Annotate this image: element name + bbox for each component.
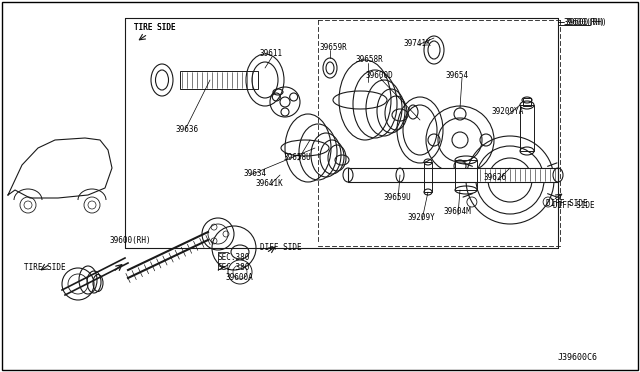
Bar (424, 162, 432, 192)
Text: 39611: 39611 (260, 49, 283, 58)
Bar (520, 105, 534, 151)
Text: TIRE SIDE: TIRE SIDE (134, 23, 175, 32)
Text: 39600A: 39600A (225, 273, 253, 282)
Text: SEC.380: SEC.380 (218, 253, 250, 263)
Text: 39634: 39634 (243, 170, 266, 179)
Text: 39658U: 39658U (283, 153, 311, 161)
Bar (348, 168, 558, 182)
Bar (180, 71, 258, 89)
Text: J39600C6: J39600C6 (558, 353, 598, 362)
Text: DIFF SIDE: DIFF SIDE (553, 201, 595, 209)
Text: 39641K: 39641K (255, 179, 283, 187)
Text: 39654: 39654 (445, 71, 468, 80)
Text: 39600(RH): 39600(RH) (565, 17, 607, 26)
Text: 39209Y: 39209Y (407, 214, 435, 222)
Text: 39658R: 39658R (355, 55, 383, 64)
Text: 39741K: 39741K (403, 38, 431, 48)
Text: DIFF SIDE: DIFF SIDE (260, 244, 301, 253)
Text: SEC.380: SEC.380 (218, 263, 250, 272)
Text: 39600(RH): 39600(RH) (563, 19, 605, 28)
Text: 39600(RH): 39600(RH) (110, 235, 152, 244)
Bar (523, 98, 531, 106)
Text: 39626: 39626 (483, 173, 506, 183)
Text: 39659R: 39659R (319, 42, 347, 51)
Text: TIRE SIDE: TIRE SIDE (24, 263, 66, 273)
Bar (455, 160, 477, 190)
Text: 39604M: 39604M (443, 208, 471, 217)
Text: DIFF SIDE: DIFF SIDE (546, 199, 588, 208)
Text: 39636: 39636 (175, 125, 198, 135)
Text: 39600D: 39600D (365, 71, 393, 80)
Text: TIRE SIDE: TIRE SIDE (134, 22, 175, 32)
Text: 39209YA: 39209YA (492, 108, 524, 116)
Text: 39659U: 39659U (383, 193, 411, 202)
